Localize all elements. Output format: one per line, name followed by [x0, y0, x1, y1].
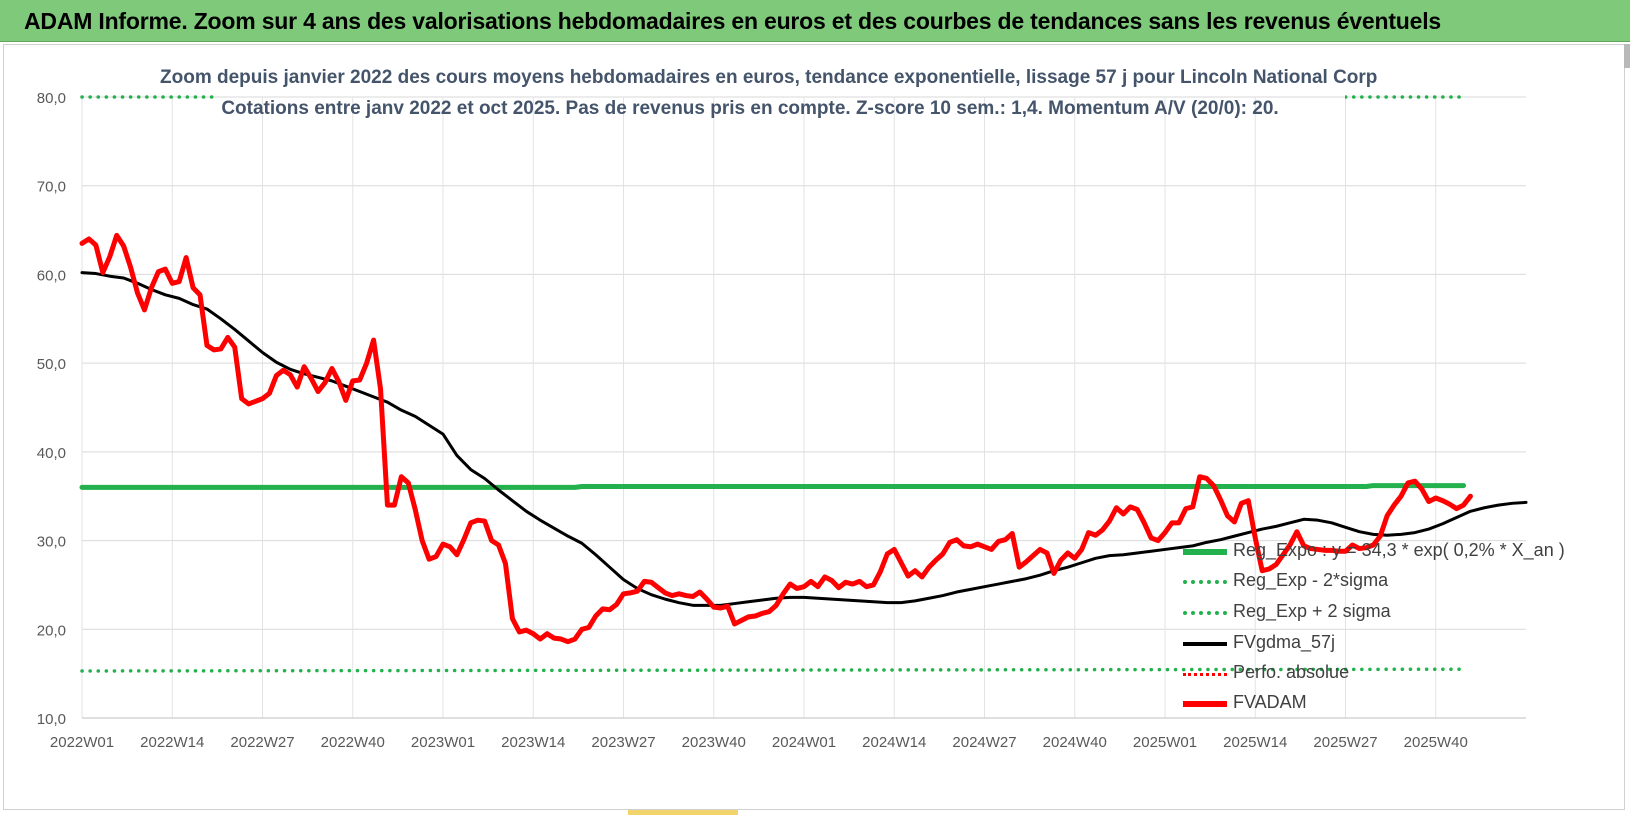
legend-item-fvgdma: FVgdma_57j: [1183, 630, 1563, 660]
x-axis-ticks: 2022W01 2022W14 2022W27 2022W40 2023W01 2023W…: [50, 734, 1468, 751]
x-tick-label: 2024W14: [862, 734, 926, 751]
scrollbar-stub: [1624, 44, 1630, 68]
x-tick-label: 2023W40: [682, 734, 746, 751]
chart-frame: [3, 44, 1625, 810]
x-tick-label: 2023W14: [501, 734, 565, 751]
x-tick-label: 2025W01: [1133, 734, 1197, 751]
y-tick-label: 70,0: [37, 179, 66, 196]
legend-key-reg-minus: [1183, 580, 1227, 584]
y-tick-label: 50,0: [37, 356, 66, 373]
chart-gridlines: [81, 96, 1526, 719]
legend-item-perfo: Perfo. absolue: [1183, 660, 1563, 690]
x-tick-label: 2023W01: [411, 734, 475, 751]
y-tick-label: 20,0: [37, 622, 66, 639]
x-tick-label: 2024W40: [1043, 734, 1107, 751]
x-tick-label: 2025W40: [1404, 734, 1468, 751]
x-tick-label: 2022W14: [140, 734, 204, 751]
legend-item-reg-minus: Reg_Exp - 2*sigma: [1183, 568, 1563, 598]
y-axis-ticks: 10,0 20,0 30,0 40,0 50,0 60,0 70,0 80,0: [37, 90, 66, 728]
legend-label-reg-minus: Reg_Exp - 2*sigma: [1233, 570, 1389, 590]
x-tick-label: 2023W27: [591, 734, 655, 751]
x-tick-label: 2022W27: [230, 734, 294, 751]
legend-label-fvgdma: FVgdma_57j: [1233, 632, 1336, 652]
y-tick-label: 80,0: [37, 90, 66, 107]
chart-title: Zoom depuis janvier 2022 des cours moyen…: [160, 67, 1378, 88]
report-title: ADAM Informe. Zoom sur 4 ans des valoris…: [24, 8, 1442, 34]
legend-label-fvadam: FVADAM: [1233, 692, 1307, 712]
y-tick-label: 10,0: [37, 711, 66, 728]
series-reg-expo: [79, 483, 1467, 490]
legend-label-reg-plus: Reg_Exp + 2 sigma: [1233, 601, 1391, 621]
legend-label-reg-expo: Reg_Expo : y = 34,3 * exp( 0,2% * X_an ): [1233, 540, 1565, 560]
legend-key-perfo: [1183, 673, 1227, 676]
chart-subtitle: Cotations entre janv 2022 et oct 2025. P…: [221, 98, 1279, 119]
y-tick-label: 40,0: [37, 445, 66, 462]
x-tick-label: 2024W27: [952, 734, 1016, 751]
x-tick-label: 2022W40: [321, 734, 385, 751]
legend-key-fvgdma: [1183, 642, 1227, 646]
y-tick-label: 60,0: [37, 267, 66, 284]
series-fvadam: [79, 232, 1473, 645]
x-tick-label: 2025W27: [1313, 734, 1377, 751]
legend-key-reg-plus: [1183, 611, 1227, 615]
selection-marker: [628, 810, 738, 815]
series-fvgdma-57j: [80, 271, 1528, 607]
y-tick-label: 30,0: [37, 534, 66, 551]
x-tick-label: 2025W14: [1223, 734, 1287, 751]
legend-key-reg-expo: [1183, 549, 1227, 555]
legend-key-fvadam: [1183, 701, 1227, 707]
legend-label-perfo: Perfo. absolue: [1233, 662, 1350, 682]
x-tick-label: 2024W01: [772, 734, 836, 751]
legend-item-reg-plus: Reg_Exp + 2 sigma: [1183, 599, 1563, 629]
legend-item-fvadam: FVADAM: [1183, 690, 1563, 720]
x-tick-label: 2022W01: [50, 734, 114, 751]
report-header: ADAM Informe. Zoom sur 4 ans des valoris…: [0, 0, 1630, 42]
legend-item-reg-expo: Reg_Expo : y = 34,3 * exp( 0,2% * X_an ): [1183, 538, 1565, 568]
series-reg-minus-2sigma: [80, 667, 1466, 673]
